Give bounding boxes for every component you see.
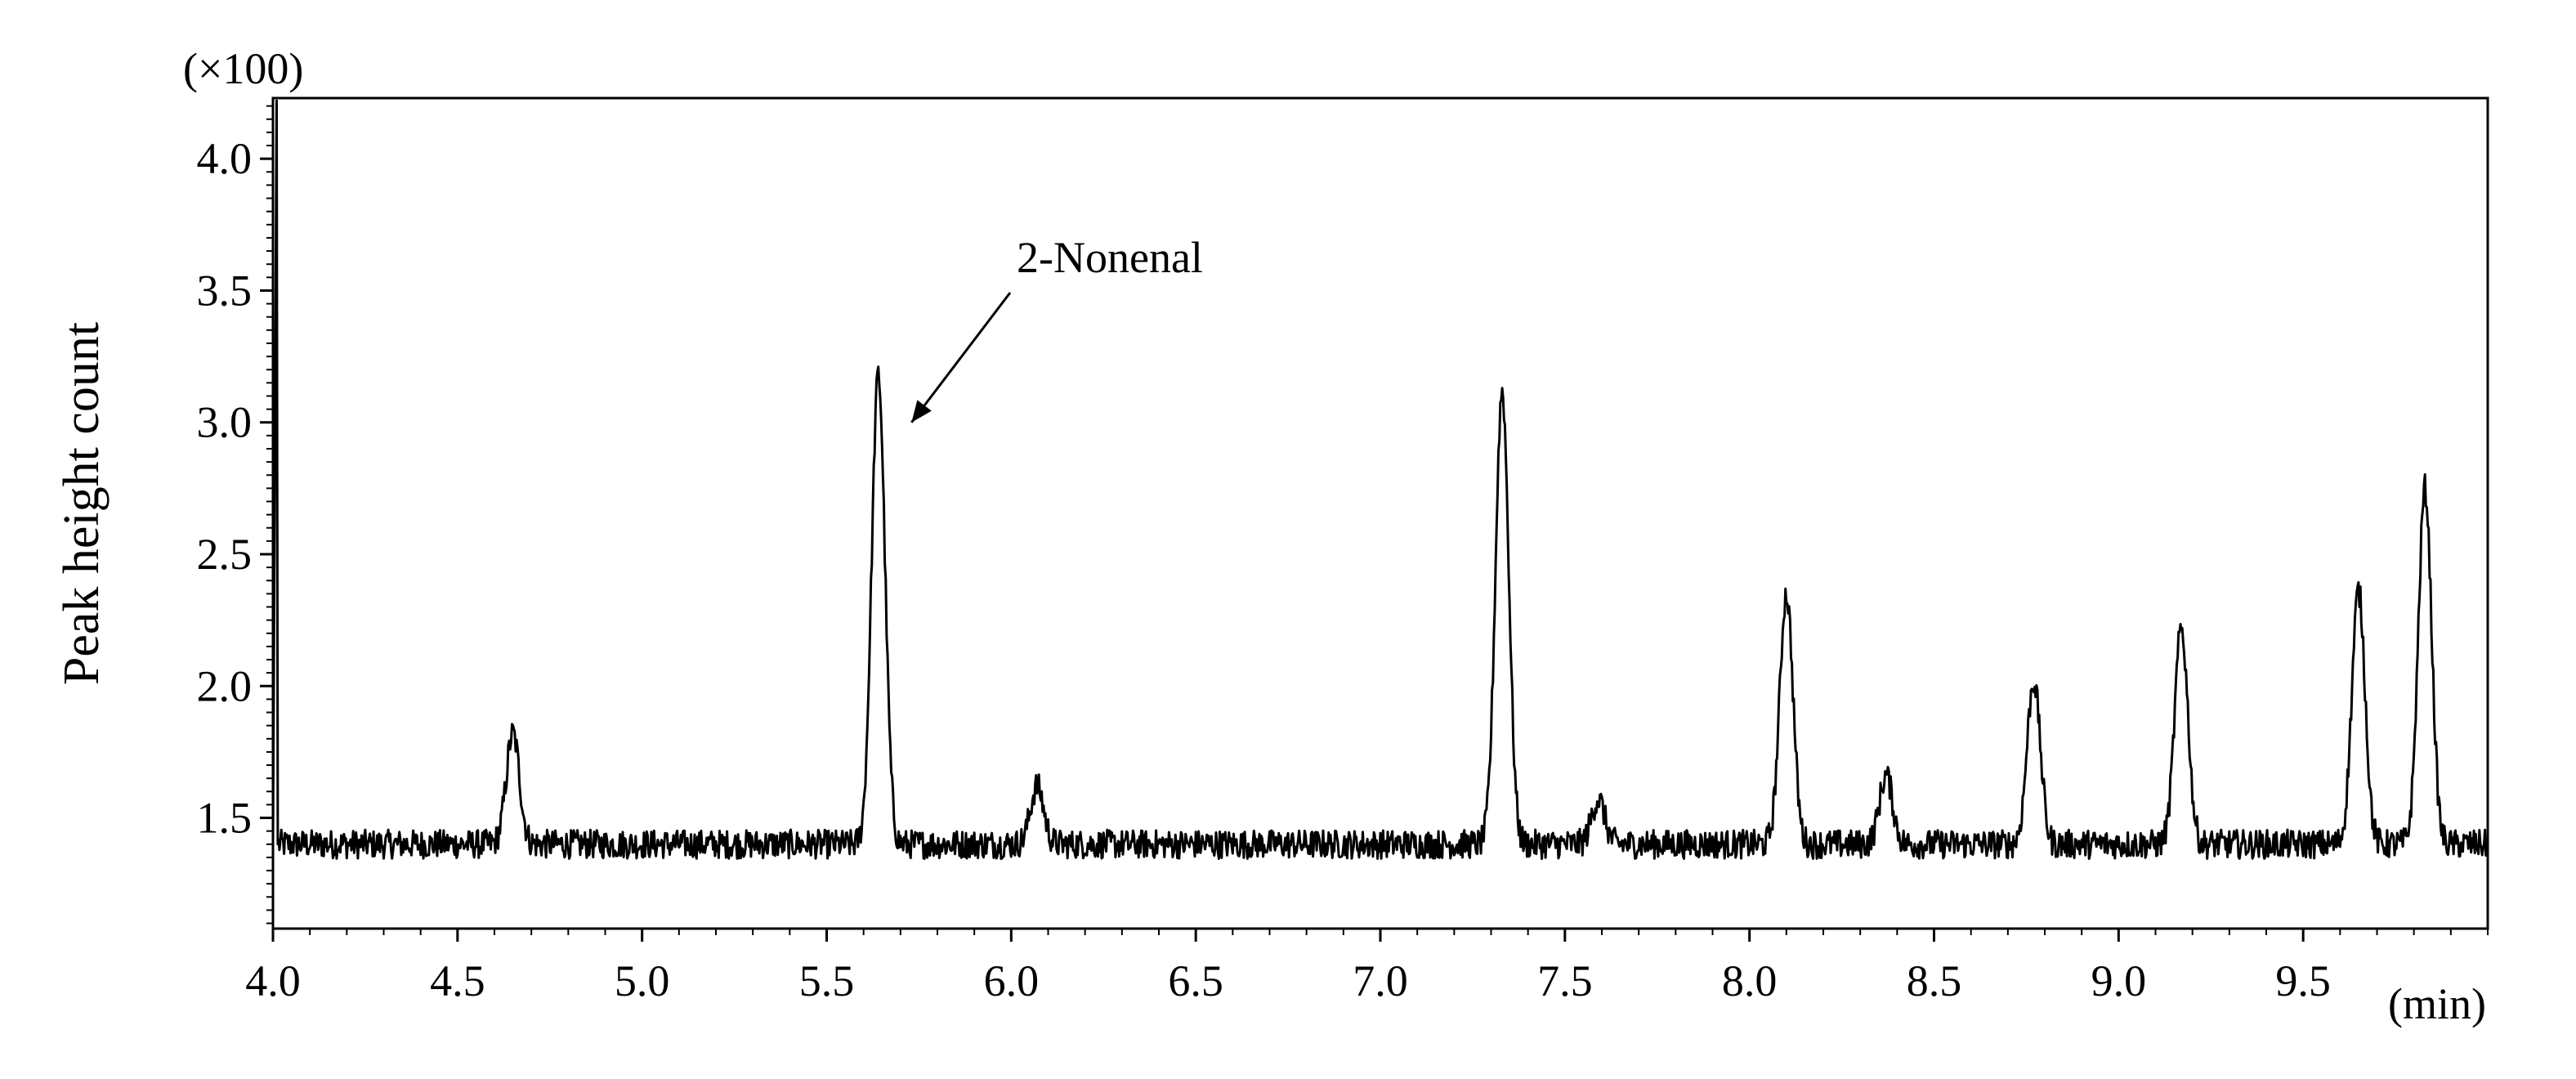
y-tick-label: 3.0 [197, 398, 253, 447]
x-tick-label: 9.5 [2275, 956, 2331, 1005]
annotation-label: 2-Nonenal [1017, 233, 1203, 282]
y-tick-label: 2.0 [197, 661, 253, 710]
y-axis-label: Peak height count [54, 322, 110, 685]
x-tick-label: 8.0 [1722, 956, 1778, 1005]
y-axis-multiplier: (×100) [183, 44, 303, 93]
y-axis-ticks: 1.5 2.0 2.5 3.0 3.5 4.0 [197, 134, 273, 843]
x-tick-label: 5.0 [615, 956, 670, 1005]
chromatogram-trace [271, 99, 2489, 860]
x-tick-label: 6.0 [984, 956, 1040, 1005]
x-tick-label: 9.0 [2091, 956, 2147, 1005]
annotation-arrowhead [911, 400, 932, 423]
x-axis-ticks: 4.0 4.5 5.0 5.5 6.0 6.5 7.0 7.5 8.0 8.5 9.0 9.5 [245, 929, 2331, 1005]
x-tick-label: 7.0 [1353, 956, 1408, 1005]
x-tick-label: 6.5 [1168, 956, 1223, 1005]
x-tick-label: 8.5 [1907, 956, 1962, 1005]
y-tick-label: 1.5 [197, 794, 253, 843]
x-axis-unit-label: (min) [2388, 979, 2486, 1028]
x-tick-label: 4.5 [430, 956, 485, 1005]
y-tick-label: 4.0 [197, 134, 253, 183]
y-tick-label: 2.5 [197, 530, 253, 579]
x-tick-label: 4.0 [245, 956, 301, 1005]
x-tick-label: 7.5 [1537, 956, 1593, 1005]
plot-frame [271, 96, 2489, 930]
x-tick-label: 5.5 [799, 956, 855, 1005]
annotation-arrow [910, 292, 1012, 423]
y-tick-label: 3.5 [197, 266, 253, 315]
